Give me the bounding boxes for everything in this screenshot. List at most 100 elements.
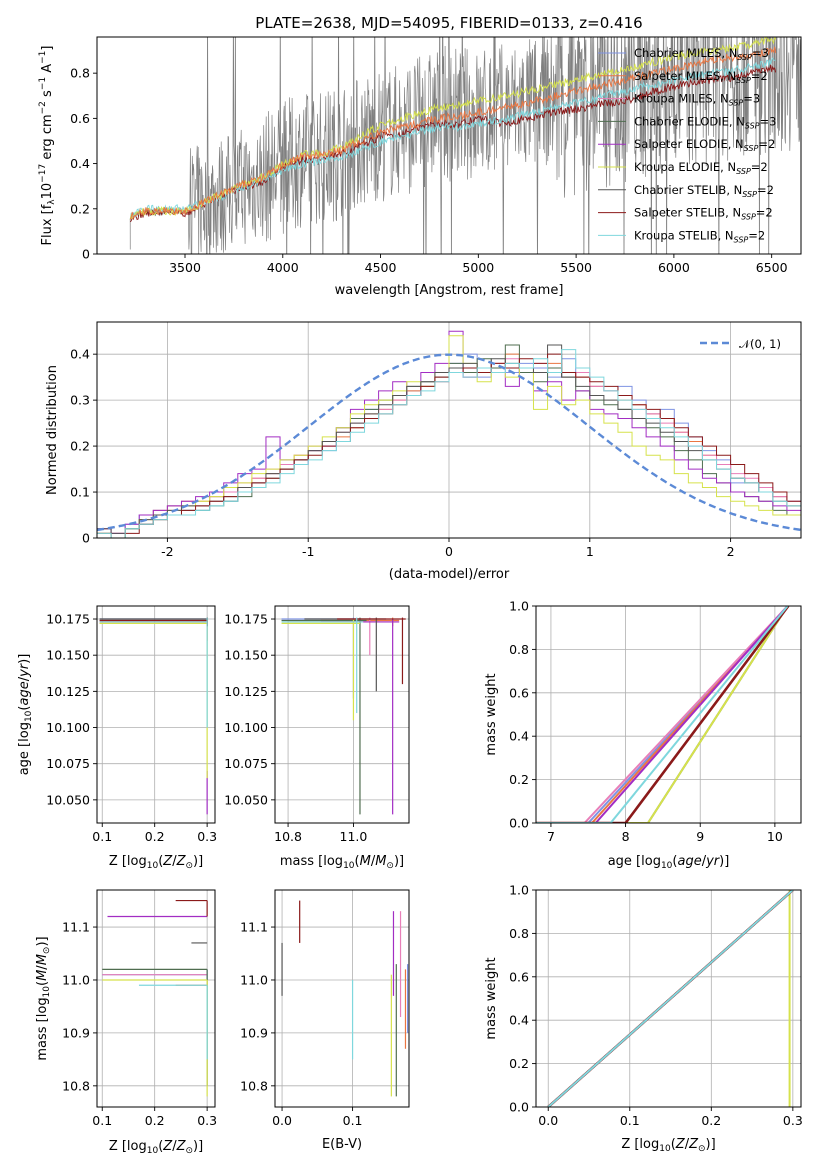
x-tick-label: 11.0: [340, 829, 368, 844]
y-tick-label: 0.4: [509, 729, 529, 744]
y-tick-label: 0.2: [509, 1056, 529, 1071]
x-tick-label: 5000: [462, 260, 494, 275]
y-tick-label: 0.8: [509, 926, 529, 941]
x-tick-label: -1: [302, 544, 314, 559]
spectrum-panel: 3500 4000 4500 5000 5500 6000 6500 0 0.2 0.4 0.6 0.…: [38, 36, 802, 298]
axes-frame: [274, 889, 410, 1108]
y-tick-label: 0.6: [509, 969, 529, 984]
histogram-panel: -2 -1 0 1 2 0 0.1 0.2 0.3 0.4 (data-model)/error No…: [45, 321, 802, 582]
axes-frame: [535, 605, 802, 824]
y-tick-label: 10.175: [224, 612, 268, 627]
legend-label: 𝒩(0, 1): [739, 337, 781, 351]
y-tick-label: 0.6: [509, 685, 529, 700]
legend-label: Kroupa ELODIE, NSSP=2: [634, 160, 768, 176]
legend-label: Chabrier STELIB, NSSP=2: [634, 183, 774, 199]
model-spectrum-line: [129, 57, 776, 220]
y-tick-label: 0.2: [70, 201, 90, 216]
y-tick-label: 0.4: [509, 1013, 529, 1028]
x-tick-label: 0.2: [701, 1113, 721, 1128]
cumulative-line: [536, 606, 789, 823]
y-axis-label-group: Flux [fλ10−17 erg cm−2 s−1 A−1]: [38, 46, 57, 246]
y-tick-label: 0.0: [509, 1100, 529, 1115]
legend-label: Chabrier ELODIE, NSSP=3: [634, 114, 776, 130]
y-tick-label: 10.9: [62, 1025, 90, 1040]
y-tick-label: 10.050: [224, 792, 268, 807]
y-tick-label: 10.125: [46, 684, 90, 699]
y-tick-label: 0.0: [509, 816, 529, 831]
legend-label: Salpeter STELIB, NSSP=2: [634, 206, 773, 222]
x-tick-label: 3500: [169, 260, 201, 275]
y-tick-label: 11.1: [240, 920, 268, 935]
y-axis-label: Flux [fλ10−17 erg cm−2 s−1 A−1]: [38, 46, 57, 246]
x-tick-label: 0.1: [92, 829, 112, 844]
x-axis-label: mass [log10(M/M⊙)]: [280, 854, 404, 871]
x-tick-label: 0.1: [92, 1113, 112, 1128]
observed-spectrum: [129, 37, 801, 254]
y-tick-label: 0.8: [509, 642, 529, 657]
y-tick-label: 0.2: [70, 439, 90, 454]
axes-frame: [96, 889, 216, 1108]
cumulative-line: [788, 890, 793, 1107]
mass-vs-z-panel: 0.1 0.2 0.3 10.8 10.9 11.0 11.1 Z [log10(Z/Z⊙)]…: [35, 889, 217, 1156]
mass-weight-vs-age-panel: 7 8 9 10 0.0 0.2 0.4 0.6 0.8 1.0 mass weight age [l…: [484, 599, 802, 871]
cumulative-line: [536, 606, 789, 823]
y-tick-label: 10.125: [224, 684, 268, 699]
figure-title: PLATE=2638, MJD=54095, FIBERID=0133, z=0…: [255, 14, 642, 32]
x-tick-label: 0.0: [272, 1113, 292, 1128]
y-tick-label: 11.1: [62, 920, 90, 935]
axes-frame: [274, 605, 410, 824]
cumulative-line: [536, 606, 790, 823]
x-tick-label: 2: [727, 544, 735, 559]
y-tick-label: 0.8: [70, 66, 90, 81]
x-tick-label: -2: [161, 544, 173, 559]
y-tick-label: 10.9: [240, 1025, 268, 1040]
legend-label: Kroupa MILES, NSSP=3: [634, 92, 760, 108]
spectrum-legend: Chabrier MILES, NSSP=3 Salpeter MILES, NS…: [598, 46, 776, 244]
x-axis-label: (data-model)/error: [389, 567, 510, 582]
x-tick-label: 0.1: [620, 1113, 640, 1128]
x-tick-label: 8: [622, 829, 630, 844]
y-axis-label: mass [log10(M/M⊙)]: [35, 936, 52, 1060]
y-tick-label: 0.2: [509, 772, 529, 787]
x-tick-label: 0.2: [145, 1113, 165, 1128]
x-tick-label: 0.3: [197, 829, 217, 844]
x-tick-label: 4500: [365, 260, 397, 275]
y-tick-label: 10.050: [46, 792, 90, 807]
y-tick-label: 11.0: [62, 972, 90, 987]
y-tick-label: 0: [82, 531, 90, 546]
x-tick-label: 10: [767, 829, 783, 844]
x-tick-label: 0.3: [783, 1113, 803, 1128]
mass-weight-vs-z-panel: 0.0 0.1 0.2 0.3 0.0 0.2 0.4 0.6 0.8 1.0 mass weigh…: [484, 883, 803, 1155]
x-axis-label: Z [log10(Z/Z⊙)]: [109, 1139, 203, 1156]
legend-label: Salpeter MILES, NSSP=2: [634, 69, 768, 85]
model-spectrum-line: [129, 37, 777, 220]
y-axis-label-group: mass [log10(M/M⊙)]: [35, 936, 52, 1060]
cumulative-line: [536, 606, 790, 823]
x-axis-label: Z [log10(Z/Z⊙)]: [621, 1137, 715, 1154]
y-tick-label: 10.175: [46, 612, 90, 627]
y-tick-label: 10.8: [240, 1078, 268, 1093]
cumulative-line: [536, 606, 790, 823]
x-tick-label: 1: [586, 544, 594, 559]
cumulative-line: [536, 606, 789, 823]
legend-label: Salpeter ELODIE, NSSP=2: [634, 137, 775, 153]
x-tick-label: 10.8: [274, 829, 302, 844]
cumulative-line: [547, 890, 794, 1107]
y-tick-label: 0.6: [70, 111, 90, 126]
mass-vs-ebv-panel: 0.0 0.1 10.8 10.9 11.0 11.1 E(B-V): [240, 889, 410, 1152]
y-axis-label: Normed distribution: [45, 365, 60, 495]
age-vs-z-panel: 0.1 0.2 0.3 10.050 10.075 10.100 10.125 10.150 1…: [17, 605, 217, 871]
y-tick-label: 1.0: [509, 599, 529, 614]
histogram-step: [97, 349, 801, 538]
x-tick-label: 4000: [267, 260, 299, 275]
axes-frame: [96, 605, 216, 824]
y-tick-label: 1.0: [509, 883, 529, 898]
y-tick-label: 0.4: [70, 156, 90, 171]
y-tick-label: 10.150: [46, 648, 90, 663]
x-tick-label: 7: [547, 829, 555, 844]
normal-curve: [97, 353, 801, 532]
age-vs-mass-panel: 10.8 11.0 10.050 10.075 10.100 10.125 10.150 10…: [224, 605, 410, 871]
x-axis-label: Z [log10(Z/Z⊙)]: [109, 854, 203, 871]
y-axis-label: mass weight: [484, 673, 499, 755]
y-tick-label: 0.4: [70, 347, 90, 362]
